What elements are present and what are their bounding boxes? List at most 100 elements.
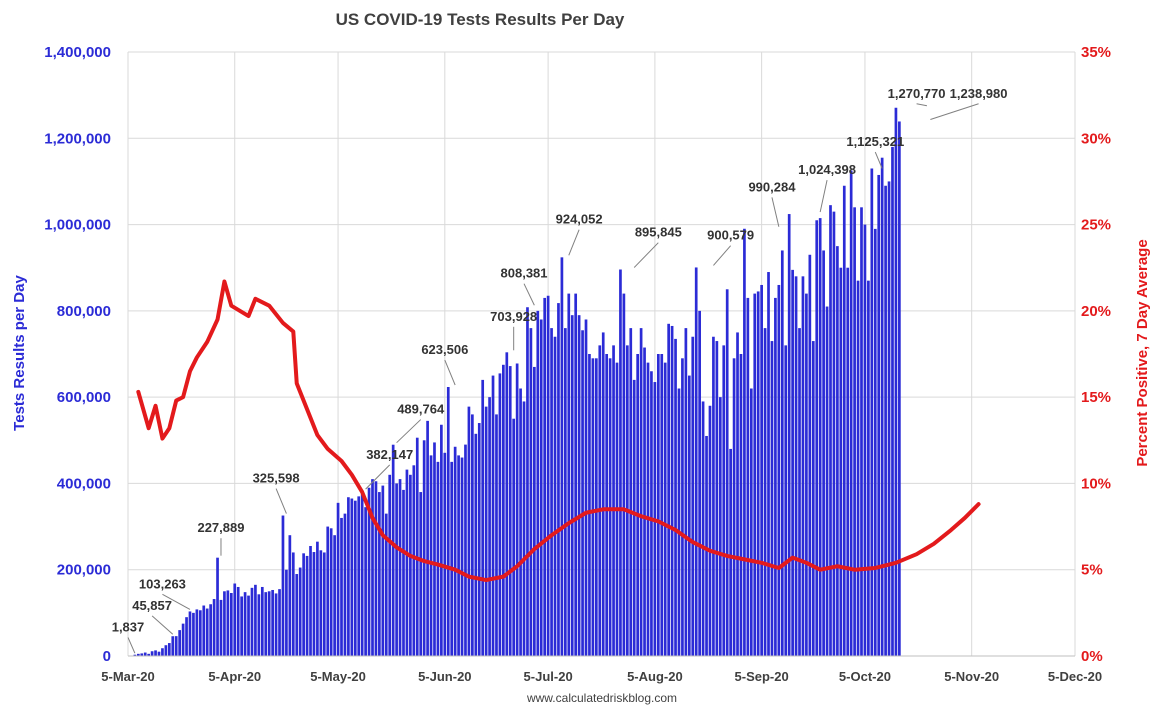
bar [477, 423, 481, 656]
bar [660, 354, 664, 656]
bar [836, 246, 839, 656]
bar [842, 185, 846, 657]
bar [650, 371, 653, 656]
bar [729, 448, 732, 656]
bar [870, 168, 874, 657]
bar [464, 444, 467, 656]
bar [254, 584, 257, 656]
y-right-tick-label: 25% [1081, 217, 1111, 234]
bar [722, 345, 726, 656]
bar [625, 345, 629, 656]
annotation-leader [365, 464, 391, 490]
bar [508, 366, 512, 656]
annotation-label: 895,845 [635, 225, 682, 240]
bar [760, 284, 763, 656]
bar [495, 414, 498, 656]
bar [743, 228, 746, 656]
y-left-tick-label: 0 [103, 648, 111, 665]
bar [856, 280, 860, 656]
bar [484, 406, 488, 656]
bar [756, 291, 760, 656]
x-tick-label: 5-Sep-20 [735, 669, 789, 684]
bar [732, 358, 736, 656]
bar [312, 552, 316, 656]
bar [519, 388, 522, 656]
annotation-label: 1,125,321 [846, 134, 904, 149]
x-tick-label: 5-Jun-20 [418, 669, 471, 684]
bar [791, 269, 794, 656]
bar [801, 276, 805, 656]
y-right-axis-label: Percent Positive, 7 Day Average [1134, 239, 1151, 466]
bar [887, 181, 891, 656]
y-right-tick-label: 0% [1081, 648, 1103, 665]
bar [347, 497, 350, 656]
bar [367, 487, 371, 656]
bar [753, 293, 757, 656]
y-right-tick-label: 20% [1081, 303, 1111, 320]
grid [127, 51, 1076, 656]
bar [474, 433, 478, 656]
bar [774, 297, 777, 656]
bar [350, 498, 354, 656]
bar [619, 269, 622, 656]
bar [877, 174, 881, 656]
bar [598, 345, 602, 656]
bar [663, 362, 667, 656]
y-left-tick-label: 1,400,000 [44, 44, 111, 61]
annotation-leader [771, 197, 780, 227]
annotation-leader [633, 242, 659, 268]
bar [860, 207, 863, 656]
x-tick-label: 5-Aug-20 [627, 669, 683, 684]
bar [808, 254, 812, 656]
bar [880, 157, 884, 656]
annotation-leader [916, 103, 928, 107]
bar [319, 550, 323, 656]
bar [295, 574, 299, 656]
bar [536, 310, 540, 656]
bar [825, 306, 829, 656]
bar [229, 593, 233, 656]
bar [133, 654, 137, 656]
bar [226, 590, 230, 656]
x-tick-label: 5-Dec-20 [1048, 669, 1102, 684]
bar [205, 608, 209, 656]
bar [581, 330, 584, 656]
bar [260, 586, 264, 656]
y-left-tick-label: 1,200,000 [44, 130, 111, 147]
bar [178, 630, 181, 656]
annotation-label: 1,238,980 [950, 86, 1008, 101]
bar [278, 589, 281, 656]
bar [336, 502, 340, 656]
annotation-label: 489,764 [397, 402, 445, 417]
bar [629, 328, 633, 656]
bar [522, 401, 526, 656]
bar [274, 593, 278, 656]
bar [777, 284, 781, 656]
annotation-label: 227,889 [197, 520, 244, 535]
bar [698, 310, 701, 656]
annotation-leader [275, 488, 287, 514]
bar [601, 332, 605, 656]
bar [867, 280, 870, 656]
x-tick-label: 5-Nov-20 [944, 669, 999, 684]
bar [143, 652, 147, 656]
bar [784, 345, 788, 656]
annotation-label: 1,837 [112, 619, 145, 634]
bar [884, 185, 887, 657]
bar [805, 293, 808, 656]
annotation-leader [568, 229, 580, 256]
y-right-ticks: 0% 5% 10% 15% 20% 25% 30% 35% [1081, 44, 1111, 665]
bar [533, 366, 536, 656]
annotations: 1,837 45,857 103,263 227,889 325,598 382,147 4… [112, 86, 1008, 654]
bar [639, 328, 643, 656]
bar [705, 435, 708, 656]
bar [681, 358, 684, 656]
bar [167, 643, 171, 656]
bar [505, 352, 509, 656]
y-left-tick-label: 800,000 [57, 303, 111, 320]
bar [894, 107, 898, 656]
bar [202, 605, 206, 656]
bar [780, 250, 784, 656]
bar [198, 610, 202, 656]
